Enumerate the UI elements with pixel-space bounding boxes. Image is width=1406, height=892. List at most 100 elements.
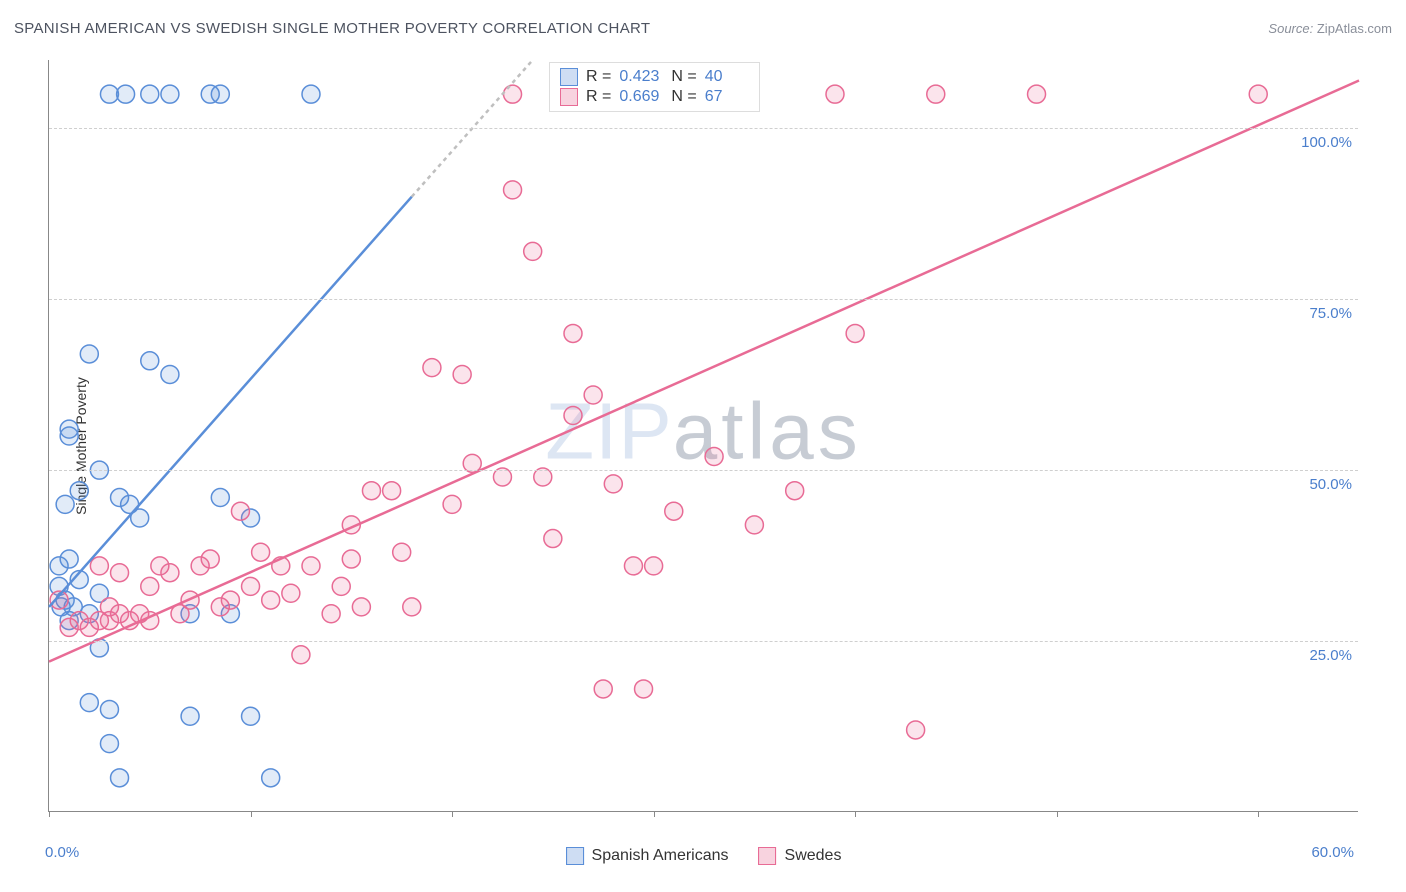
y-tick-label: 50.0% xyxy=(1309,476,1352,493)
scatter-point[interactable] xyxy=(141,85,159,103)
x-tick-mark xyxy=(452,811,453,817)
scatter-point[interactable] xyxy=(624,557,642,575)
scatter-point[interactable] xyxy=(141,352,159,370)
scatter-point[interactable] xyxy=(100,85,118,103)
scatter-point[interactable] xyxy=(302,85,320,103)
scatter-point[interactable] xyxy=(111,564,129,582)
scatter-point[interactable] xyxy=(90,557,108,575)
scatter-point[interactable] xyxy=(211,489,229,507)
scatter-point[interactable] xyxy=(161,365,179,383)
scatter-point[interactable] xyxy=(231,502,249,520)
scatter-point[interactable] xyxy=(927,85,945,103)
source-link[interactable]: ZipAtlas.com xyxy=(1317,21,1392,36)
scatter-point[interactable] xyxy=(846,324,864,342)
scatter-point[interactable] xyxy=(302,557,320,575)
scatter-point[interactable] xyxy=(161,564,179,582)
scatter-point[interactable] xyxy=(252,543,270,561)
scatter-point[interactable] xyxy=(80,694,98,712)
chart-svg xyxy=(49,60,1358,811)
scatter-point[interactable] xyxy=(181,707,199,725)
scatter-point[interactable] xyxy=(826,85,844,103)
legend-item-spanish[interactable]: Spanish Americans xyxy=(566,847,729,865)
scatter-point[interactable] xyxy=(100,700,118,718)
scatter-point[interactable] xyxy=(1249,85,1267,103)
scatter-point[interactable] xyxy=(383,482,401,500)
scatter-point[interactable] xyxy=(242,577,260,595)
scatter-point[interactable] xyxy=(705,448,723,466)
scatter-point[interactable] xyxy=(584,386,602,404)
scatter-point[interactable] xyxy=(453,365,471,383)
swatch-spanish xyxy=(560,68,578,86)
scatter-point[interactable] xyxy=(786,482,804,500)
source-label: Source: xyxy=(1268,21,1313,36)
scatter-point[interactable] xyxy=(111,769,129,787)
scatter-point[interactable] xyxy=(645,557,663,575)
series-legend: Spanish Americans Swedes xyxy=(566,847,842,865)
y-tick-label: 25.0% xyxy=(1309,647,1352,664)
scatter-point[interactable] xyxy=(524,242,542,260)
scatter-point[interactable] xyxy=(423,359,441,377)
gridline-horizontal xyxy=(49,128,1358,129)
scatter-point[interactable] xyxy=(604,475,622,493)
scatter-point[interactable] xyxy=(60,550,78,568)
scatter-point[interactable] xyxy=(242,707,260,725)
gridline-horizontal xyxy=(49,470,1358,471)
correlation-row-swedes: R = 0.669 N = 67 xyxy=(560,87,749,107)
scatter-point[interactable] xyxy=(262,769,280,787)
scatter-point[interactable] xyxy=(282,584,300,602)
legend-label-swedes: Swedes xyxy=(785,847,842,865)
scatter-point[interactable] xyxy=(352,598,370,616)
scatter-point[interactable] xyxy=(564,324,582,342)
x-tick-mark xyxy=(49,811,50,817)
gridline-horizontal xyxy=(49,641,1358,642)
x-tick-mark xyxy=(855,811,856,817)
scatter-point[interactable] xyxy=(292,646,310,664)
scatter-point[interactable] xyxy=(1028,85,1046,103)
scatter-point[interactable] xyxy=(594,680,612,698)
swatch-spanish xyxy=(566,847,584,865)
scatter-point[interactable] xyxy=(504,181,522,199)
scatter-point[interactable] xyxy=(70,482,88,500)
scatter-point[interactable] xyxy=(907,721,925,739)
scatter-point[interactable] xyxy=(211,85,229,103)
scatter-point[interactable] xyxy=(60,420,78,438)
scatter-point[interactable] xyxy=(332,577,350,595)
scatter-point[interactable] xyxy=(362,482,380,500)
r-label: R = xyxy=(586,88,611,106)
n-label: N = xyxy=(671,88,696,106)
scatter-point[interactable] xyxy=(161,85,179,103)
scatter-point[interactable] xyxy=(80,345,98,363)
legend-item-swedes[interactable]: Swedes xyxy=(759,847,842,865)
scatter-point[interactable] xyxy=(403,598,421,616)
scatter-point[interactable] xyxy=(665,502,683,520)
scatter-point[interactable] xyxy=(635,680,653,698)
scatter-point[interactable] xyxy=(544,530,562,548)
gridline-horizontal xyxy=(49,299,1358,300)
scatter-point[interactable] xyxy=(201,550,219,568)
n-value-swedes: 67 xyxy=(705,88,749,106)
correlation-legend: R = 0.423 N = 40 R = 0.669 N = 67 xyxy=(549,62,760,112)
scatter-point[interactable] xyxy=(745,516,763,534)
x-tick-mark xyxy=(654,811,655,817)
scatter-point[interactable] xyxy=(262,591,280,609)
scatter-point[interactable] xyxy=(56,495,74,513)
scatter-point[interactable] xyxy=(100,735,118,753)
scatter-point[interactable] xyxy=(342,550,360,568)
legend-label-spanish: Spanish Americans xyxy=(592,847,729,865)
r-label: R = xyxy=(586,68,611,86)
swatch-swedes xyxy=(560,88,578,106)
scatter-point[interactable] xyxy=(322,605,340,623)
scatter-point[interactable] xyxy=(504,85,522,103)
scatter-point[interactable] xyxy=(564,406,582,424)
scatter-point[interactable] xyxy=(393,543,411,561)
n-value-spanish: 40 xyxy=(705,68,749,86)
r-value-swedes: 0.669 xyxy=(619,88,663,106)
scatter-plot-area: ZIPatlas R = 0.423 N = 40 R = 0.669 N = … xyxy=(48,60,1358,812)
x-tick-mark xyxy=(1057,811,1058,817)
scatter-point[interactable] xyxy=(443,495,461,513)
scatter-point[interactable] xyxy=(141,577,159,595)
scatter-point[interactable] xyxy=(221,591,239,609)
scatter-point[interactable] xyxy=(117,85,135,103)
x-tick-mark xyxy=(1258,811,1259,817)
chart-title: SPANISH AMERICAN VS SWEDISH SINGLE MOTHE… xyxy=(14,20,650,37)
